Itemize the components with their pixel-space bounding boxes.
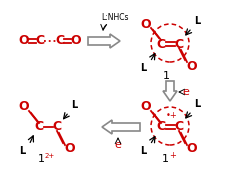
Text: L: L xyxy=(194,16,200,26)
FancyArrow shape xyxy=(163,81,177,101)
Text: C: C xyxy=(52,121,62,133)
Text: L: L xyxy=(140,146,146,156)
Text: L: L xyxy=(19,146,25,156)
Text: O: O xyxy=(187,60,197,73)
Text: O: O xyxy=(65,143,75,156)
Text: C: C xyxy=(34,121,44,133)
Text: L:NHCs: L:NHCs xyxy=(101,13,129,22)
Text: O: O xyxy=(19,35,29,47)
Text: C: C xyxy=(35,35,45,47)
Text: L: L xyxy=(194,99,200,109)
Text: O: O xyxy=(187,143,197,156)
Text: C: C xyxy=(174,121,184,133)
Text: O: O xyxy=(141,18,151,30)
Text: e: e xyxy=(182,87,189,97)
Text: 2+: 2+ xyxy=(45,153,55,159)
Text: 1: 1 xyxy=(37,154,45,164)
Text: C: C xyxy=(156,121,166,133)
FancyArrow shape xyxy=(102,120,140,134)
Text: C: C xyxy=(156,37,166,50)
Text: O: O xyxy=(19,101,29,114)
Text: C: C xyxy=(55,35,64,47)
Text: e: e xyxy=(115,140,122,150)
Text: O: O xyxy=(71,35,81,47)
Text: +: + xyxy=(170,152,176,160)
Text: 1: 1 xyxy=(162,71,170,81)
Text: L: L xyxy=(140,63,146,73)
Text: L: L xyxy=(71,100,77,110)
Text: •+: •+ xyxy=(166,112,178,121)
Text: C: C xyxy=(174,37,184,50)
Text: O: O xyxy=(141,101,151,114)
Text: 1: 1 xyxy=(161,154,168,164)
FancyArrow shape xyxy=(88,34,120,48)
